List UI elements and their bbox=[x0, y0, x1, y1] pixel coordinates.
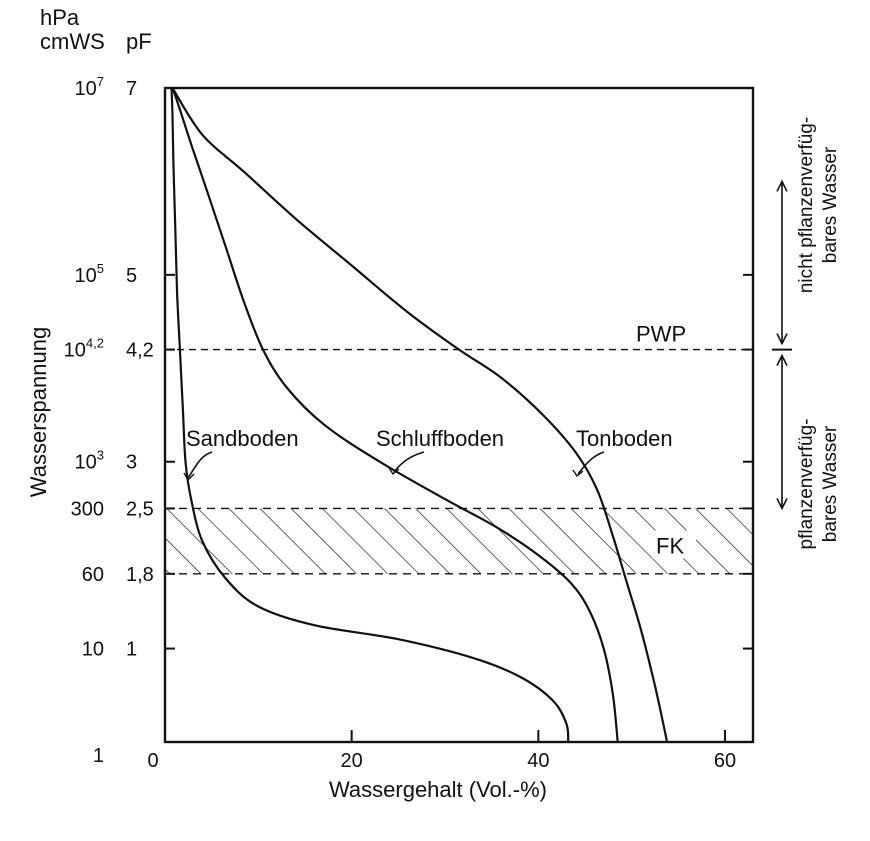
x-tick-label: 60 bbox=[714, 750, 736, 772]
curve-schluffboden bbox=[171, 87, 619, 743]
y-tick-label-hpa: 105 bbox=[75, 261, 104, 287]
y-tick-label-pf: 2,5 bbox=[126, 498, 154, 520]
side-annotation-text: bares Wasser bbox=[820, 425, 841, 542]
curve-tonboden bbox=[171, 87, 669, 743]
y-tick-label-hpa: 107 bbox=[75, 74, 104, 100]
y-header-cmws: cmWS bbox=[40, 29, 105, 54]
plot-frame bbox=[163, 86, 755, 744]
leader-tonboden bbox=[577, 451, 605, 475]
leader-schluffboden bbox=[393, 451, 425, 473]
side-annotation-text: pflanzenverfüg- bbox=[796, 419, 817, 550]
y-tick-label-hpa: 104,2 bbox=[64, 336, 104, 362]
y-tick-label-pf: 4,2 bbox=[126, 340, 154, 362]
y-header-pf: pF bbox=[126, 29, 152, 54]
y-tick-label-pf: 7 bbox=[126, 78, 137, 100]
y-tick-label-pf: 5 bbox=[126, 265, 137, 287]
x-tick-label: 0 bbox=[147, 750, 158, 772]
y-tick-label-pf: 1 bbox=[126, 639, 137, 661]
series-label-schluffboden: Schluffboden bbox=[376, 426, 504, 451]
x-tick-label: 20 bbox=[341, 750, 363, 772]
pwp-label: PWP bbox=[636, 322, 686, 347]
leader-tip-tonboden bbox=[572, 469, 584, 478]
curve-sandboden bbox=[170, 87, 570, 743]
y-tick-label-hpa: 103 bbox=[75, 448, 104, 474]
y-axis-label: Wasserspannung bbox=[26, 327, 51, 497]
fk-label: FK bbox=[656, 533, 684, 558]
y-tick-label-hpa: 60 bbox=[82, 564, 104, 586]
x-tick-label: 40 bbox=[527, 750, 549, 772]
series-label-tonboden: Tonboden bbox=[576, 426, 673, 451]
side-arrow-head-down bbox=[776, 498, 788, 511]
leader-sandboden bbox=[187, 451, 213, 479]
y-tick-label-pf: 1,8 bbox=[126, 564, 154, 586]
axis-ticks: 0 20 40 60710751054,2104,231032,53001,86011… bbox=[64, 74, 753, 772]
y-tick-label-pf: 3 bbox=[126, 452, 137, 474]
y-tick-label-hpa: 10 bbox=[82, 639, 104, 661]
fk-label-background bbox=[652, 530, 696, 559]
side-arrow-head-up bbox=[776, 353, 788, 366]
y-tick-label-hpa: 1 bbox=[93, 745, 104, 767]
side-annotation-text: bares Wasser bbox=[820, 146, 841, 263]
side-annotation-text: nicht pflanzenverfüg- bbox=[796, 117, 817, 293]
y-tick-label-hpa: 300 bbox=[71, 498, 104, 520]
side-arrow-head-down bbox=[776, 333, 788, 346]
series-label-sandboden: Sandboden bbox=[186, 426, 299, 451]
y-header-hpa: hPa bbox=[40, 5, 80, 30]
x-axis-label: Wassergehalt (Vol.-%) bbox=[329, 777, 547, 802]
leader-tip-sandboden bbox=[183, 472, 195, 482]
leader-tip-schluffboden bbox=[388, 467, 400, 476]
side-annotations: nicht pflanzenverfüg-bares Wasserpflanze… bbox=[772, 117, 841, 550]
side-arrow-head-up bbox=[776, 179, 788, 192]
